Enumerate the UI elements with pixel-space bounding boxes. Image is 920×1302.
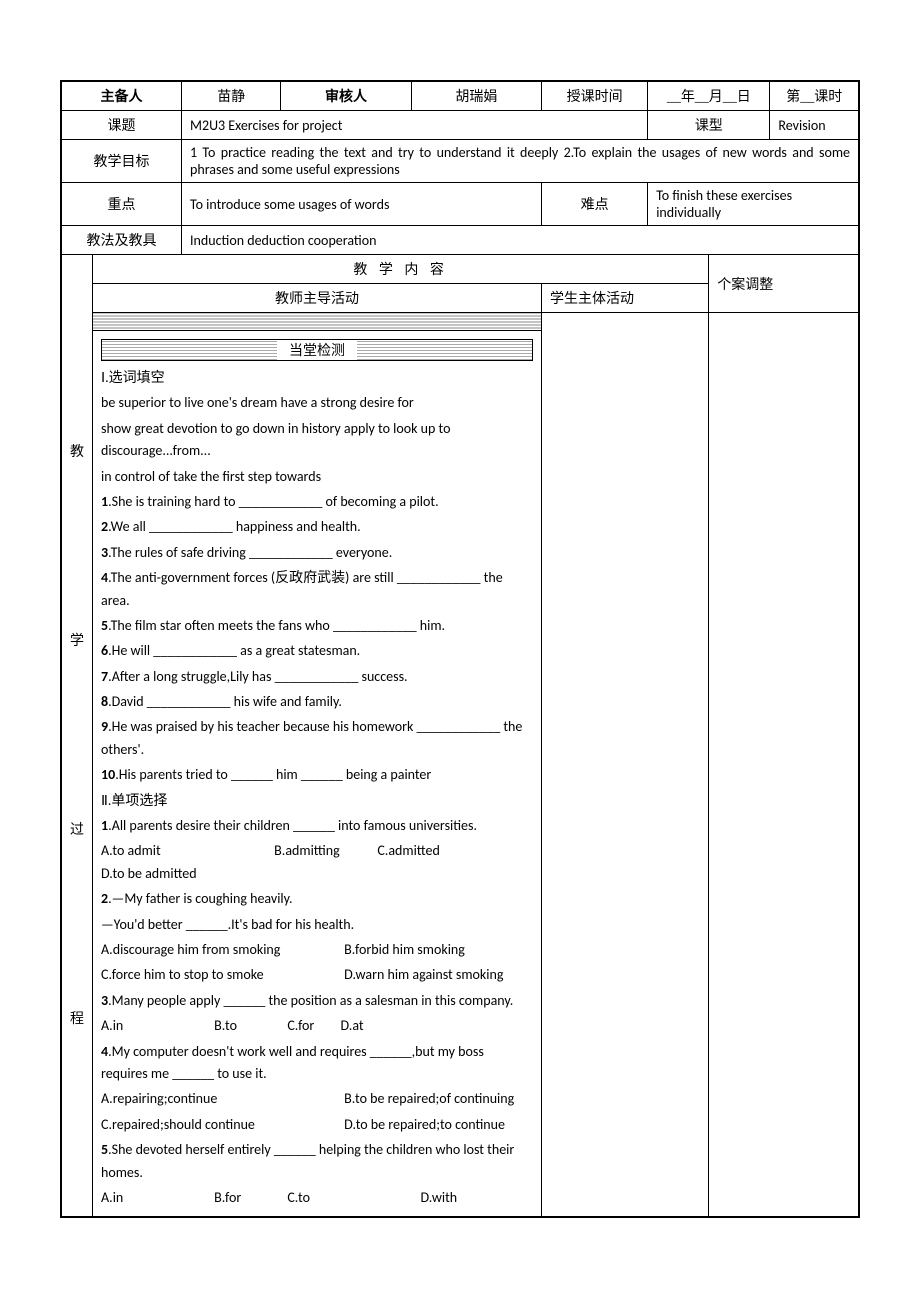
q7: 7.After a long struggle,Lily has _______… bbox=[101, 666, 533, 688]
topic-label: 课题 bbox=[61, 111, 182, 140]
header-row-1: 主备人 苗静 审核人 胡瑞娟 授课时间 __年__月__日 第__课时 bbox=[61, 81, 859, 111]
m1c: C.admitted bbox=[377, 840, 477, 862]
m2b: B.forbid him smoking bbox=[344, 939, 465, 961]
m3d: D.at bbox=[341, 1015, 364, 1037]
m5-options: A.in B.for C.to D.with bbox=[101, 1187, 533, 1209]
period-label: 第__课时 bbox=[770, 81, 859, 111]
phrases-line2: show great devotion to go down in histor… bbox=[101, 418, 533, 463]
lesson-type-value: Revision bbox=[770, 111, 859, 140]
m2d: D.warn him against smoking bbox=[344, 964, 503, 986]
m4-options-cd: C.repaired;should continue D.to be repai… bbox=[101, 1114, 533, 1136]
m1b: B.admitting bbox=[274, 840, 374, 862]
inclass-header: 当堂检测 bbox=[277, 340, 357, 360]
part1-label: Ⅰ.选词填空 bbox=[101, 367, 533, 389]
m4b: B.to be repaired;of continuing bbox=[344, 1088, 514, 1110]
objective-label: 教学目标 bbox=[61, 140, 182, 183]
process-label: 教学过程 bbox=[61, 255, 93, 1218]
teach-time-value: __年__月__日 bbox=[648, 81, 770, 111]
phrase-box: be superior to live one's dream have a s… bbox=[101, 392, 533, 488]
phrases-line3: in control of take the first step toward… bbox=[101, 466, 533, 488]
phrases-line1: be superior to live one's dream have a s… bbox=[101, 392, 533, 414]
exercise-body: 当堂检测 Ⅰ.选词填空 be superior to live one's dr… bbox=[93, 331, 542, 1218]
hatched-spacer bbox=[93, 313, 542, 331]
lesson-type-label: 课型 bbox=[648, 111, 770, 140]
inclass-header-box: 当堂检测 bbox=[101, 339, 533, 361]
q6: 6.He will ____________ as a great states… bbox=[101, 640, 533, 662]
m3-options: A.in B.to C.for D.at bbox=[101, 1015, 533, 1037]
reviewer-value: 胡瑞娟 bbox=[411, 81, 541, 111]
q10: 10.His parents tried to ______ him _____… bbox=[101, 764, 533, 786]
focus-value: To introduce some usages of words bbox=[182, 183, 542, 226]
m3a: A.in bbox=[101, 1015, 211, 1037]
adjust-header: 个案调整 bbox=[709, 255, 859, 313]
student-activity-area bbox=[542, 313, 709, 1218]
m3b: B.to bbox=[214, 1015, 284, 1037]
m2c: C.force him to stop to smoke bbox=[101, 964, 341, 986]
m5c: C.to bbox=[287, 1187, 417, 1209]
adjust-area bbox=[709, 313, 859, 1218]
m2-line2: —You'd better ______.It's bad for his he… bbox=[101, 914, 533, 936]
header-row-2: 课题 M2U3 Exercises for project 课型 Revisio… bbox=[61, 111, 859, 140]
m2-line1: 2.—My father is coughing heavily. bbox=[101, 888, 533, 910]
m5b: B.for bbox=[214, 1187, 284, 1209]
section-header-row: 教学过程 教 学 内 容 个案调整 bbox=[61, 255, 859, 284]
m3c: C.for bbox=[287, 1015, 337, 1037]
m4: 4.My computer doesn't work well and requ… bbox=[101, 1041, 533, 1086]
difficulty-label: 难点 bbox=[542, 183, 648, 226]
m5a: A.in bbox=[101, 1187, 211, 1209]
m1-options: A.to admit B.admitting C.admitted D.to b… bbox=[101, 840, 533, 885]
method-value: Induction deduction cooperation bbox=[182, 226, 860, 255]
m1: 1.All parents desire their children ____… bbox=[101, 815, 533, 837]
content-header: 教 学 内 容 bbox=[93, 255, 709, 284]
method-label: 教法及教具 bbox=[61, 226, 182, 255]
part2-label: Ⅱ.单项选择 bbox=[101, 790, 533, 812]
q9: 9.He was praised by his teacher because … bbox=[101, 716, 533, 761]
m2-options-cd: C.force him to stop to smoke D.warn him … bbox=[101, 964, 533, 986]
topic-value: M2U3 Exercises for project bbox=[182, 111, 648, 140]
hatched-spacer-row bbox=[61, 313, 859, 331]
q5: 5.The film star often meets the fans who… bbox=[101, 615, 533, 637]
m4a: A.repairing;continue bbox=[101, 1088, 341, 1110]
q8: 8.David ____________ his wife and family… bbox=[101, 691, 533, 713]
m4-options-ab: A.repairing;continue B.to be repaired;of… bbox=[101, 1088, 533, 1110]
header-row-4: 重点 To introduce some usages of words 难点 … bbox=[61, 183, 859, 226]
prep-value: 苗静 bbox=[182, 81, 281, 111]
m4d: D.to be repaired;to continue bbox=[344, 1114, 505, 1136]
m4c: C.repaired;should continue bbox=[101, 1114, 341, 1136]
prep-label: 主备人 bbox=[61, 81, 182, 111]
m2a: A.discourage him from smoking bbox=[101, 939, 341, 961]
teacher-activity: 教师主导活动 bbox=[93, 284, 542, 313]
m2-options-ab: A.discourage him from smoking B.forbid h… bbox=[101, 939, 533, 961]
q2: 2.We all ____________ happiness and heal… bbox=[101, 516, 533, 538]
student-activity: 学生主体活动 bbox=[542, 284, 709, 313]
focus-label: 重点 bbox=[61, 183, 182, 226]
q3: 3.The rules of safe driving ____________… bbox=[101, 542, 533, 564]
m5d: D.with bbox=[421, 1187, 458, 1209]
m1a: A.to admit bbox=[101, 840, 271, 862]
header-row-3: 教学目标 1 To practice reading the text and … bbox=[61, 140, 859, 183]
difficulty-value: To finish these exercises individually bbox=[648, 183, 859, 226]
q1: 1.She is training hard to ____________ o… bbox=[101, 491, 533, 513]
m5: 5.She devoted herself entirely ______ he… bbox=[101, 1139, 533, 1184]
lesson-plan-table: 主备人 苗静 审核人 胡瑞娟 授课时间 __年__月__日 第__课时 课题 M… bbox=[60, 80, 860, 1218]
reviewer-label: 审核人 bbox=[281, 81, 411, 111]
m1d: D.to be admitted bbox=[101, 863, 197, 885]
q4: 4.The anti-government forces (反政府武装) are… bbox=[101, 567, 533, 612]
m3: 3.Many people apply ______ the position … bbox=[101, 990, 533, 1012]
teach-time-label: 授课时间 bbox=[542, 81, 648, 111]
header-row-5: 教法及教具 Induction deduction cooperation bbox=[61, 226, 859, 255]
objective-value: 1 To practice reading the text and try t… bbox=[182, 140, 860, 183]
